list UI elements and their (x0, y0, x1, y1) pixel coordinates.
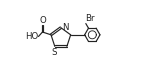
Text: N: N (62, 23, 69, 32)
Text: S: S (52, 48, 57, 57)
Text: O: O (39, 16, 46, 24)
Text: HO: HO (25, 32, 38, 41)
Text: Br: Br (85, 14, 95, 23)
